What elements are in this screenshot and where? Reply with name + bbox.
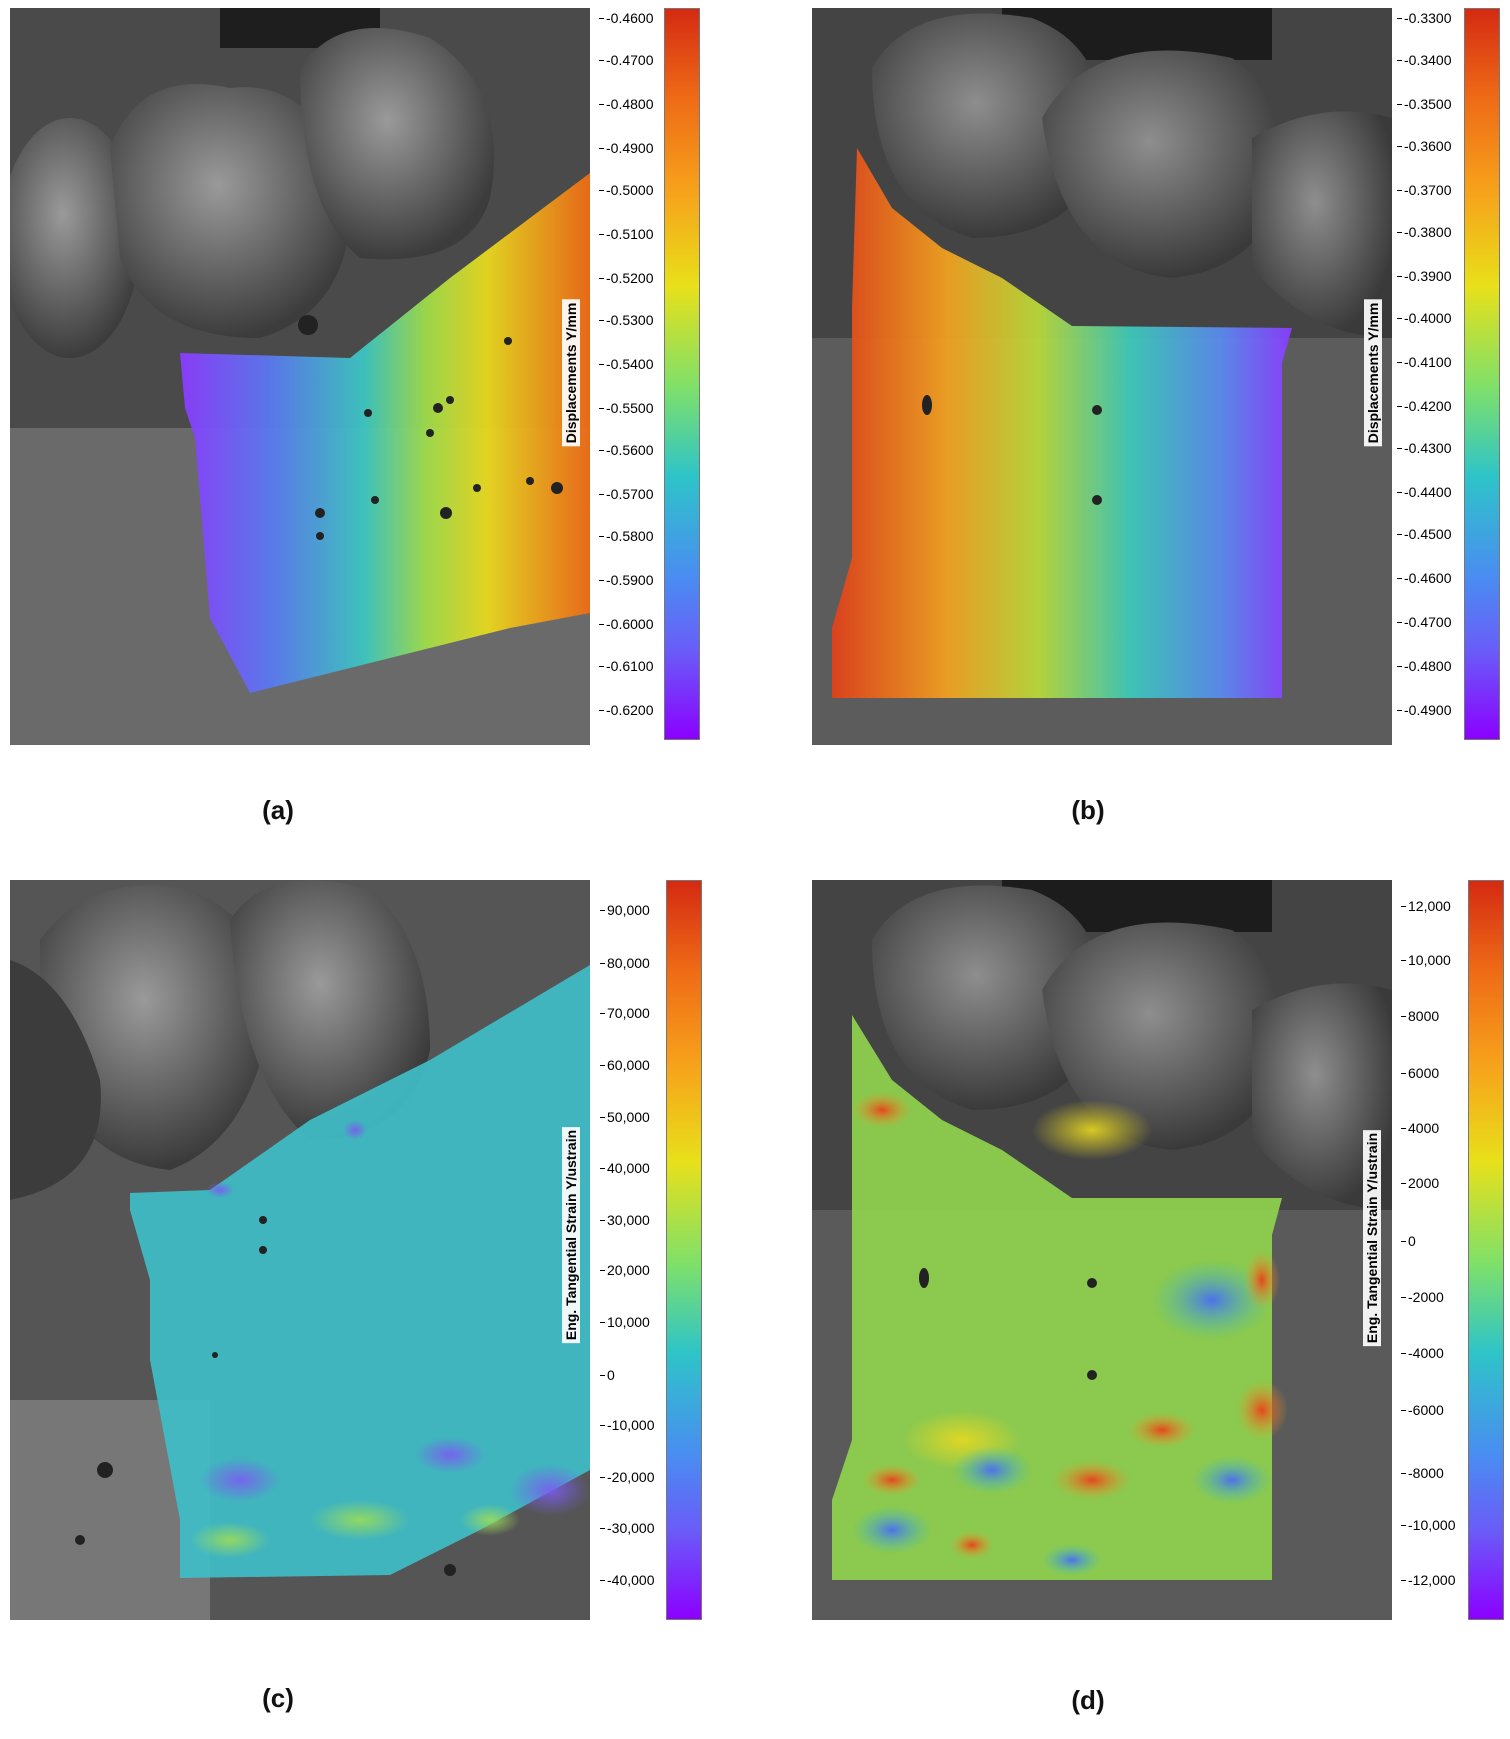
tick-label: -0.4200 [1396, 398, 1452, 414]
tick-label: -0.5900 [598, 572, 654, 588]
panel-a: Displacements Y/mm -0.4600 -0.4700 -0.48… [10, 8, 710, 768]
tick-label: -12,000 [1400, 1572, 1456, 1588]
tick-label: -0.4700 [598, 52, 654, 68]
specimen-image-b [812, 8, 1392, 745]
colorbar-title-d: Eng. Tangential Strain Y/ustrain [1363, 1129, 1381, 1347]
tick-label: 30,000 [600, 1212, 650, 1228]
caption-a: (a) [262, 795, 294, 825]
tick-label: 60,000 [600, 1057, 650, 1073]
tick-label: 8000 [1400, 1008, 1440, 1024]
tick-label: -0.4000 [1396, 310, 1452, 326]
tick-label: -40,000 [599, 1572, 655, 1588]
tick-label: -0.3900 [1396, 268, 1452, 284]
tick-label: -0.3700 [1396, 182, 1452, 198]
tick-label: -0.4700 [1396, 614, 1452, 630]
tick-label: -0.4600 [598, 10, 654, 26]
tick-label: -0.5100 [598, 226, 654, 242]
tick-label: 70,000 [600, 1005, 650, 1021]
tick-label: -0.6000 [598, 616, 654, 632]
tick-label: 2000 [1400, 1175, 1440, 1191]
tick-label: -0.4900 [598, 140, 654, 156]
tick-label: -0.4500 [1396, 526, 1452, 542]
tick-label: -0.5600 [598, 442, 654, 458]
tick-label: 50,000 [600, 1109, 650, 1125]
colorbar-title-b: Displacements Y/mm [1364, 299, 1382, 447]
tick-label: -0.4800 [598, 96, 654, 112]
tick-label: -0.5800 [598, 528, 654, 544]
tick-label: -0.4400 [1396, 484, 1452, 500]
tick-label: 6000 [1400, 1065, 1440, 1081]
tick-label: -0.4900 [1396, 702, 1452, 718]
tick-label: -0.3600 [1396, 138, 1452, 154]
tick-label: -0.5400 [598, 356, 654, 372]
tick-label: -30,000 [599, 1520, 655, 1536]
panel-d: Eng. Tangential Strain Y/ustrain 12,000 … [812, 880, 1510, 1640]
tick-label: -2000 [1401, 1289, 1444, 1305]
panel-b: Displacements Y/mm -0.3300 -0.3400 -0.35… [812, 8, 1510, 768]
tick-label: -0.3800 [1396, 224, 1452, 240]
colorbar-b [1464, 8, 1500, 740]
tick-label: -0.4600 [1396, 570, 1452, 586]
tick-label: -8000 [1401, 1465, 1444, 1481]
tick-label: -0.3500 [1396, 96, 1452, 112]
tick-label: -0.3300 [1396, 10, 1452, 26]
specimen-image-a [10, 8, 590, 745]
tick-label: -4000 [1401, 1345, 1444, 1361]
tick-label: -10,000 [599, 1417, 655, 1433]
tick-label: -0.3400 [1396, 52, 1452, 68]
tick-label: -0.5700 [598, 486, 654, 502]
panel-c: Eng. Tangential Strain Y/ustrain 90,000 … [10, 880, 710, 1640]
tick-label: -0.5000 [598, 182, 654, 198]
colorbar-a [664, 8, 700, 740]
colorbar-c [666, 880, 702, 1620]
tick-label: 80,000 [600, 955, 650, 971]
tick-label: -0.4100 [1396, 354, 1452, 370]
tick-label: -20,000 [599, 1469, 655, 1485]
tick-label: -0.6200 [598, 702, 654, 718]
tick-label: -0.4300 [1396, 440, 1452, 456]
tick-label: 0 [1401, 1233, 1416, 1249]
tick-label: -6000 [1401, 1402, 1444, 1418]
tick-label: -0.4800 [1396, 658, 1452, 674]
colorbar-d [1468, 880, 1504, 1620]
specimen-image-c [10, 880, 590, 1620]
tick-label: 4000 [1400, 1120, 1440, 1136]
tick-label: 0 [600, 1367, 615, 1383]
tick-label: 10,000 [1401, 952, 1451, 968]
tick-label: -0.5500 [598, 400, 654, 416]
tick-label: -0.6100 [598, 658, 654, 674]
caption-b: (b) [1071, 795, 1105, 825]
specimen-image-d [812, 880, 1392, 1620]
tick-label: 90,000 [600, 902, 650, 918]
tick-label: 40,000 [600, 1160, 650, 1176]
tick-label: -10,000 [1400, 1517, 1456, 1533]
caption-c: (c) [262, 1683, 294, 1713]
colorbar-title-c: Eng. Tangential Strain Y/ustrain [562, 1126, 580, 1344]
colorbar-title-a: Displacements Y/mm [562, 299, 580, 447]
tick-label: 12,000 [1401, 898, 1451, 914]
tick-label: -0.5200 [598, 270, 654, 286]
tick-label: -0.5300 [598, 312, 654, 328]
tick-label: 20,000 [600, 1262, 650, 1278]
tick-label: 10,000 [600, 1314, 650, 1330]
caption-d: (d) [1071, 1685, 1105, 1715]
